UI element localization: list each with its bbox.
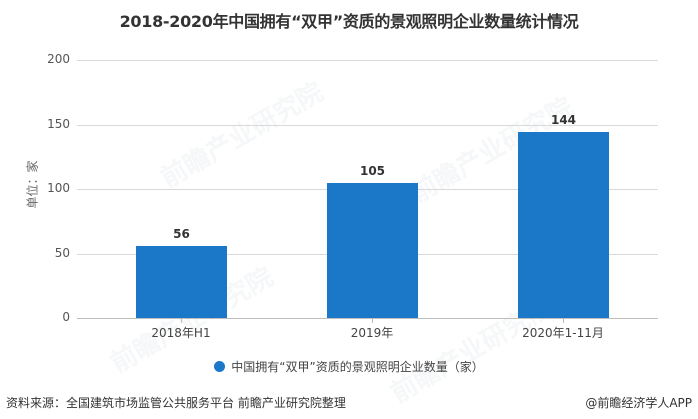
bar [327,183,418,318]
bar-value-label: 144 [550,113,577,127]
credit: @前瞻经济学人APP [585,396,692,410]
x-tick-label: 2020年1-11月 [522,326,604,340]
gridline [77,125,658,126]
chart-title: 2018-2020年中国拥有“双甲”资质的景观照明企业数量统计情况 [119,12,579,31]
legend: 中国拥有“双甲”资质的景观照明企业数量（家） [0,358,698,375]
y-tick-label: 150 [47,117,70,131]
footer: 资料来源：全国建筑市场监管公共服务平台 前瞻产业研究院整理 @前瞻经济学人APP [6,394,692,411]
y-tick-label: 0 [62,310,70,324]
gridline [77,318,658,319]
x-tick-mark [372,318,373,323]
y-tick-label: 100 [47,181,70,195]
x-tick-mark [181,318,182,323]
watermark: 前瞻产业研究院 [155,77,329,195]
bar-value-label: 56 [173,227,190,241]
legend-label: 中国拥有“双甲”资质的景观照明企业数量（家） [231,360,484,374]
source-note: 资料来源：全国建筑市场监管公共服务平台 前瞻产业研究院整理 [6,396,346,410]
x-tick-label: 2019年 [350,326,394,340]
x-tick-mark [563,318,564,323]
bar [518,132,609,318]
gridline [77,60,658,61]
bar [136,246,227,318]
x-tick-label: 2018年H1 [151,326,211,340]
y-tick-label: 50 [54,246,70,260]
legend-dot-icon [214,361,226,372]
y-tick-label: 200 [47,52,70,66]
bar-value-label: 105 [359,164,386,178]
